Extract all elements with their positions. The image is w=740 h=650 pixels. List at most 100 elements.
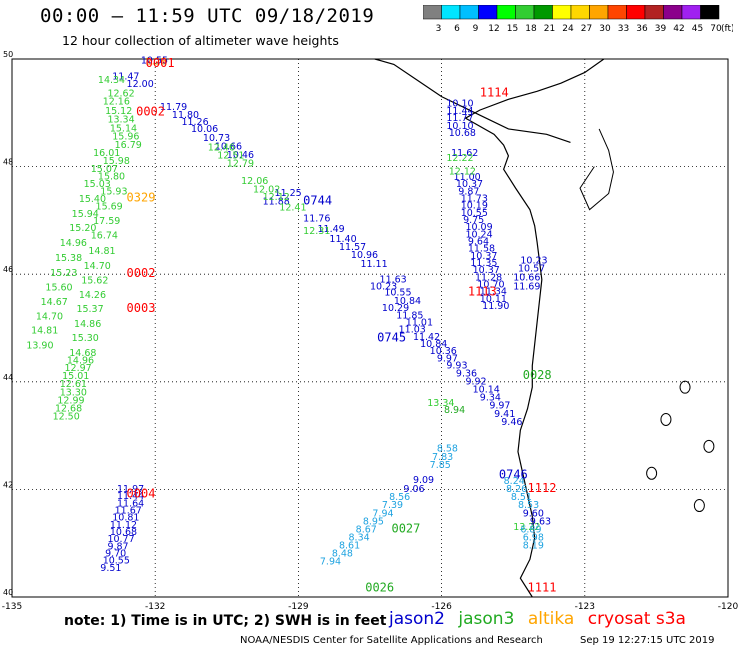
x-tick-label: -132 <box>145 602 165 612</box>
data-point-label: 9.87 <box>107 542 128 553</box>
data-point-label: 10.23 <box>520 255 547 266</box>
data-point-label: 7.94 <box>320 557 341 568</box>
data-point-label: 8.51 <box>511 492 532 503</box>
data-point-label: 13.90 <box>26 340 53 351</box>
data-point-label: 14.96 <box>60 238 87 249</box>
data-point-label: 9.41 <box>494 409 515 420</box>
colorbar-tick-label: 3 <box>436 24 442 34</box>
data-point-label: 12.22 <box>446 153 473 164</box>
colorbar-swatch <box>700 5 720 20</box>
data-point-label: 14.70 <box>84 261 111 272</box>
legend-altika: altika <box>527 609 575 629</box>
data-point-label: 12.31 <box>303 226 330 237</box>
data-point-label: 10.36 <box>430 346 457 357</box>
data-point-label: 14.81 <box>88 246 115 257</box>
data-point-label: 8.48 <box>332 549 353 560</box>
data-point-label: 11.63 <box>380 274 407 285</box>
data-point-label: 11.49 <box>317 224 344 235</box>
data-point-label: 10.66 <box>215 141 242 152</box>
data-point-label: 9.70 <box>105 549 126 560</box>
pass-label: 1111 <box>528 581 557 595</box>
data-point-label: 8.67 <box>356 524 377 535</box>
data-point-label: 8.95 <box>363 516 384 527</box>
x-tick-label: -126 <box>431 602 452 612</box>
data-point-label: 15.37 <box>76 304 103 315</box>
data-point-label: 15.23 <box>50 268 77 279</box>
data-point-label: 15.12 <box>105 106 132 117</box>
colorbar-tick-label: 9 <box>473 24 479 34</box>
credit-timestamp: Sep 19 12:27:15 UTC 2019 <box>580 635 715 646</box>
data-point-label: 14.81 <box>31 325 58 336</box>
data-point-label: 11.42 <box>413 332 440 343</box>
x-tick-label: -120 <box>718 602 739 612</box>
data-point-label: 11.35 <box>470 258 497 269</box>
data-point-label: 11.40 <box>329 234 356 245</box>
data-point-label: 14.68 <box>69 348 96 359</box>
colorbar-tick-label: 27 <box>581 24 592 34</box>
data-point-label: 12.12 <box>263 192 290 203</box>
data-point-label: 15.14 <box>110 124 137 135</box>
data-point-label: 9.36 <box>456 368 477 379</box>
data-point-label: 10.55 <box>384 288 411 299</box>
y-tick-label: 46 <box>3 265 13 274</box>
data-point-label: 9.51 <box>100 563 121 574</box>
credit-org: NOAA/NESDIS Center for Satellite Applica… <box>240 635 543 646</box>
data-point-label: 11.47 <box>112 71 139 82</box>
pass-label: 0001 <box>146 56 175 70</box>
lake-outline <box>646 466 658 480</box>
data-point-label: 12.06 <box>241 176 268 187</box>
data-point-label: 8.19 <box>523 541 544 552</box>
data-point-label: 10.73 <box>203 133 230 144</box>
chart-subtitle: 12 hour collection of altimeter wave hei… <box>62 33 339 48</box>
data-point-label: 10.14 <box>473 385 500 396</box>
data-point-label: 13.30 <box>60 387 87 398</box>
data-point-label: 9.87 <box>458 187 479 198</box>
data-point-label: 9.63 <box>530 516 551 527</box>
legend-jason3: jason3 <box>458 609 515 629</box>
plot-frame <box>11 58 729 598</box>
data-point-label: 12.97 <box>65 363 92 374</box>
data-point-label: 17.59 <box>93 216 120 227</box>
data-point-label: 11.85 <box>396 310 423 321</box>
data-point-label: 9.46 <box>501 417 522 428</box>
colorbar-tick-label: 6 <box>454 24 460 34</box>
data-point-label: 15.01 <box>62 371 89 382</box>
data-point-label: 11.73 <box>461 194 488 205</box>
chart-title: 00:00 – 11:59 UTC 09/18/2019 <box>40 5 375 27</box>
y-tick-label: 40 <box>3 588 13 597</box>
lake-outline <box>679 380 691 394</box>
lake-outline <box>703 439 715 453</box>
data-point-label: 12.99 <box>57 395 84 406</box>
data-point-label: 11.57 <box>339 242 366 253</box>
legend-cryosat-s3a: cryosat s3a <box>587 609 686 629</box>
data-point-label: 15.94 <box>72 209 99 220</box>
data-point-label: 11.00 <box>454 172 481 183</box>
data-point-label: 9.92 <box>465 376 486 387</box>
data-point-label: 7.85 <box>430 460 451 471</box>
pass-label: 0329 <box>127 191 156 205</box>
data-point-label: 6.89 <box>520 524 541 535</box>
data-point-label: 15.96 <box>112 132 139 143</box>
pass-label: 0745 <box>377 330 406 344</box>
data-point-label: 11.90 <box>482 301 509 312</box>
puget-sound <box>579 128 614 211</box>
data-point-label: 10.10 <box>446 98 473 109</box>
legend-jason2: jason2 <box>389 609 445 629</box>
data-point-label: 10.66 <box>513 273 540 284</box>
data-point-label: 14.86 <box>74 319 101 330</box>
data-point-label: 11.79 <box>160 102 187 113</box>
data-point-label: 12.51 <box>217 151 244 162</box>
coastline <box>464 58 605 598</box>
data-point-label: 8.24 <box>504 476 525 487</box>
colorbar-tick-label: 45 <box>692 24 703 34</box>
data-point-label: 10.55 <box>103 556 130 567</box>
data-point-label: 10.84 <box>394 296 421 307</box>
pass-label: 0026 <box>365 581 394 595</box>
data-point-label: 9.64 <box>468 237 489 248</box>
data-point-label: 12.61 <box>60 379 87 390</box>
data-point-label: 9.60 <box>523 508 544 519</box>
data-point-label: 9.09 <box>413 475 434 486</box>
colorbar-tick-label: 24 <box>562 24 574 34</box>
pass-label: 1114 <box>480 86 509 100</box>
data-point-label: 12.62 <box>107 89 134 100</box>
